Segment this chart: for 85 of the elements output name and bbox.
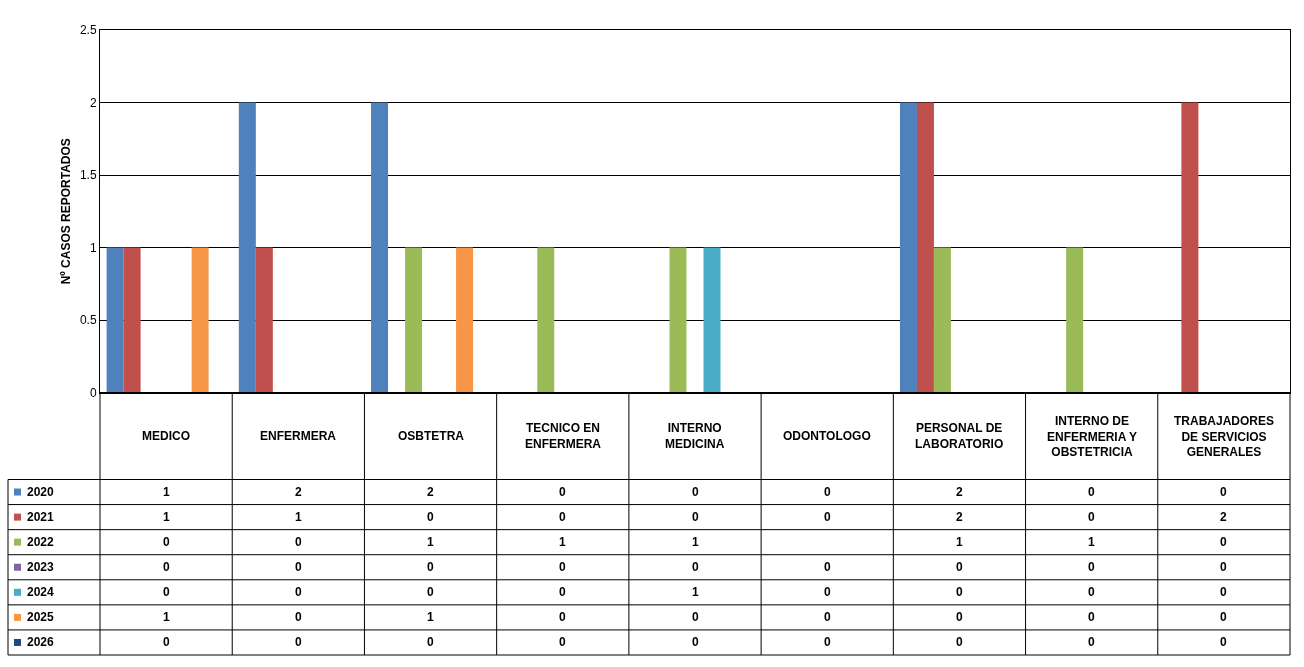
data-label: 0: [956, 635, 963, 649]
data-label: 0: [559, 510, 566, 524]
legend-label: 2020: [27, 485, 55, 499]
data-label: 0: [295, 610, 302, 624]
y-tick-label: 2.5: [79, 23, 97, 38]
data-label: 0: [559, 635, 566, 649]
data-label: 0: [824, 560, 831, 574]
data-label: 0: [559, 485, 566, 499]
y-tick-label: 1.5: [79, 168, 97, 183]
data-label: 0: [559, 610, 566, 624]
data-label: 0: [1088, 635, 1095, 649]
data-label: 0: [824, 610, 831, 624]
x-tick-label: INTERNO MEDICINA: [665, 421, 725, 451]
x-tick-label: MEDICO: [142, 429, 190, 443]
legend-label: 2021: [27, 510, 55, 524]
data-label: 0: [1220, 485, 1227, 499]
data-label: 1: [295, 510, 302, 524]
data-label: 0: [163, 635, 170, 649]
x-tick-label: OSBTETRA: [398, 429, 465, 443]
data-label: 1: [956, 535, 963, 549]
data-label: 0: [1088, 560, 1095, 574]
data-label: 0: [295, 635, 302, 649]
data-label: 0: [1220, 585, 1227, 599]
data-label: 0: [163, 585, 170, 599]
data-label: 0: [956, 560, 963, 574]
x-tick-label: ENFERMERA: [260, 429, 337, 443]
x-tick-label: ODONTOLOGO: [783, 429, 871, 443]
data-label: 1: [163, 510, 170, 524]
data-label: 1: [427, 535, 434, 549]
data-label: 0: [1220, 560, 1227, 574]
data-label: 0: [1088, 585, 1095, 599]
data-label: 1: [163, 485, 170, 499]
data-label: 0: [824, 485, 831, 499]
data-label: 1: [163, 610, 170, 624]
data-label: 0: [1088, 485, 1095, 499]
data-label: 1: [692, 535, 699, 549]
data-label: 0: [1088, 510, 1095, 524]
data-label: 0: [1220, 610, 1227, 624]
data-label: 0: [559, 560, 566, 574]
x-tick-label: TECNICO EN ENFERMERA: [525, 421, 602, 451]
data-label: 0: [295, 585, 302, 599]
data-label: 2: [427, 485, 434, 499]
data-label: 2: [1220, 510, 1227, 524]
y-tick-label: 0: [89, 385, 97, 400]
data-label: 0: [692, 485, 699, 499]
data-label: 0: [295, 535, 302, 549]
data-label: 1: [692, 585, 699, 599]
data-label: 0: [692, 610, 699, 624]
legend-label: 2022: [27, 535, 55, 549]
x-tick-label: PERSONAL DE LABORATORIO: [915, 421, 1004, 451]
data-label: 0: [1220, 635, 1227, 649]
data-label: 0: [427, 560, 434, 574]
y-tick-label: 1: [89, 240, 97, 255]
data-label: 0: [692, 510, 699, 524]
data-label: 0: [692, 560, 699, 574]
data-label: 0: [163, 535, 170, 549]
data-label: 0: [824, 585, 831, 599]
data-label: 1: [427, 610, 434, 624]
data-label: 2: [295, 485, 302, 499]
y-axis-title: Nº CASOS REPORTADOS: [59, 138, 74, 285]
legend-label: 2024: [27, 585, 55, 599]
legend-label: 2023: [27, 560, 55, 574]
data-label: 0: [295, 560, 302, 574]
data-label: 0: [427, 635, 434, 649]
legend-label: 2026: [27, 635, 55, 649]
data-label: 0: [824, 635, 831, 649]
data-label: 0: [163, 560, 170, 574]
x-tick-label: TRABAJADORES DE SERVICIOS GENERALES: [1174, 414, 1275, 460]
y-tick-label: 2: [89, 95, 97, 110]
data-label: 0: [1220, 535, 1227, 549]
y-tick-label: 0.5: [79, 313, 97, 328]
data-label: 0: [692, 635, 699, 649]
data-label: 0: [956, 610, 963, 624]
data-label: 0: [1088, 610, 1095, 624]
data-label: 1: [559, 535, 566, 549]
legend-label: 2025: [27, 610, 55, 624]
data-label: 2: [956, 485, 963, 499]
data-label: 0: [824, 510, 831, 524]
x-tick-label: INTERNO DE ENFERMERIA Y OBSTETRICIA: [1047, 414, 1138, 460]
data-label: 0: [427, 510, 434, 524]
data-label: 2: [956, 510, 963, 524]
data-label: 1: [1088, 535, 1095, 549]
data-label: 0: [559, 585, 566, 599]
data-label: 0: [427, 585, 434, 599]
data-label: 0: [956, 585, 963, 599]
